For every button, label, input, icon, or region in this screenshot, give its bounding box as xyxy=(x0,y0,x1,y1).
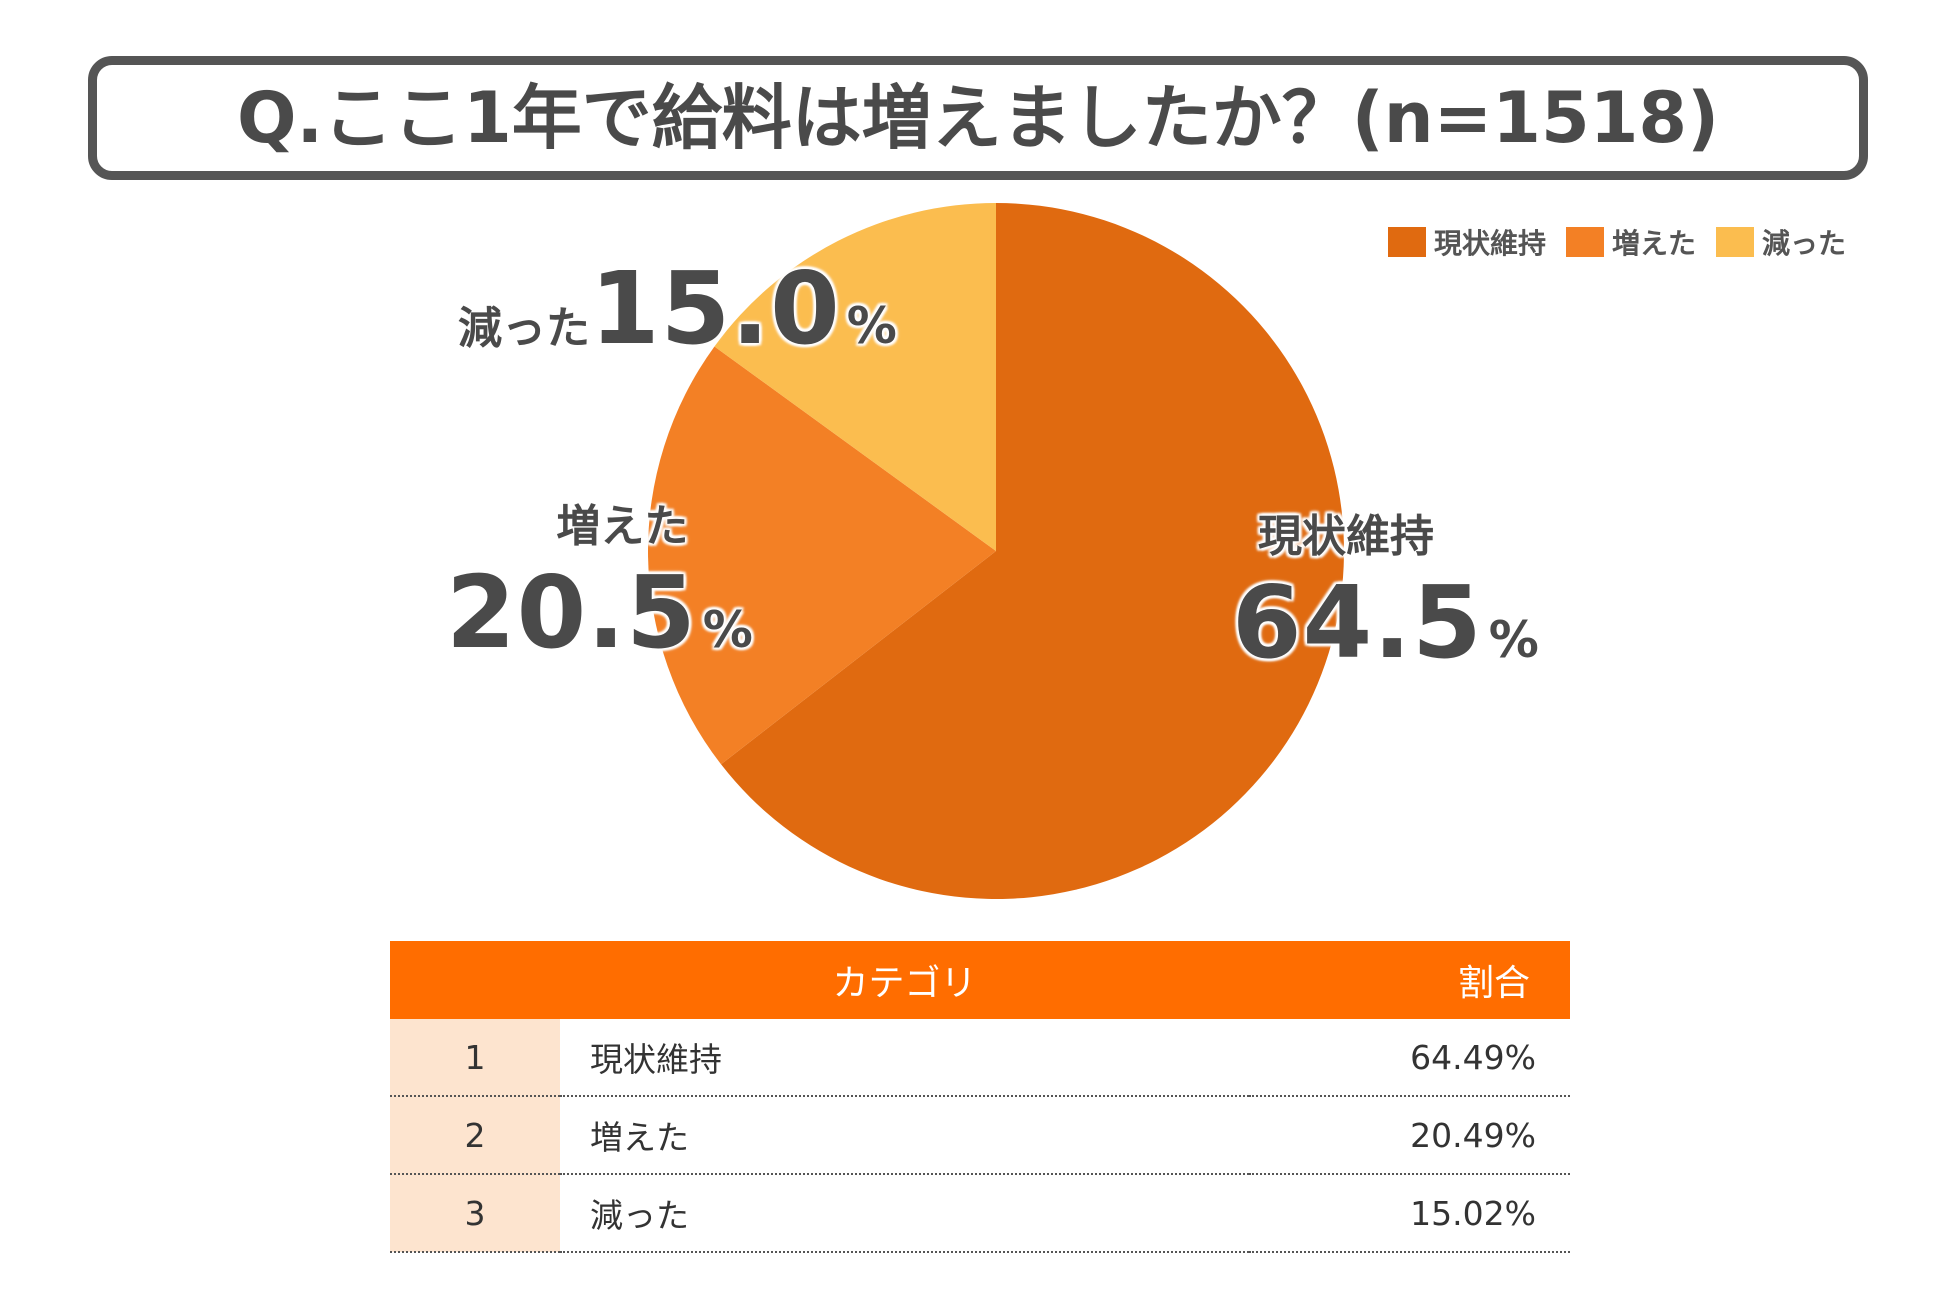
table-row: 1 現状維持 64.49% xyxy=(390,1019,1570,1097)
slice-label-increased: 増えた 20.5% xyxy=(446,490,753,671)
slice-label-decreased-value: 15.0 xyxy=(590,250,841,367)
slice-label-maintained-category: 現状維持 xyxy=(1258,511,1434,562)
legend-item-increased: 増えた xyxy=(1565,222,1696,262)
legend-item-maintained: 現状維持 xyxy=(1387,222,1546,262)
row-ratio: 20.49% xyxy=(1249,1096,1570,1175)
table-row: 2 増えた 20.49% xyxy=(390,1096,1570,1175)
legend: 現状維持 増えた 減った xyxy=(1387,222,1846,262)
legend-swatch-decreased xyxy=(1715,227,1754,257)
legend-label-decreased: 減った xyxy=(1761,227,1846,260)
row-category: 現状維持 xyxy=(560,1019,1249,1097)
row-rank: 1 xyxy=(390,1019,560,1097)
row-ratio: 15.02% xyxy=(1249,1174,1570,1253)
header-ratio: 割合 xyxy=(1249,941,1570,1019)
legend-label-increased: 増えた xyxy=(1611,227,1696,260)
slice-label-maintained: 現状維持 64.5% xyxy=(1232,500,1539,681)
row-category: 減った xyxy=(560,1174,1249,1253)
slice-label-decreased-category: 減った xyxy=(458,303,590,354)
legend-item-decreased: 減った xyxy=(1715,222,1846,262)
legend-swatch-maintained xyxy=(1387,227,1426,257)
results-table: カテゴリ 割合 1 現状維持 64.49% 2 増えた 20.49% 3 減った… xyxy=(390,941,1570,1253)
row-category: 増えた xyxy=(560,1096,1249,1175)
header-rank xyxy=(390,941,560,1019)
slice-label-decreased: 減った15.0% xyxy=(458,250,897,367)
slice-label-maintained-percent: % xyxy=(1488,611,1539,669)
slice-label-maintained-value: 64.5 xyxy=(1232,564,1483,681)
slice-label-increased-percent: % xyxy=(702,601,753,659)
table-header-row: カテゴリ 割合 xyxy=(390,941,1570,1019)
legend-swatch-increased xyxy=(1565,227,1604,257)
pie-slice-maintained xyxy=(721,203,1344,900)
legend-label-maintained: 現状維持 xyxy=(1433,227,1546,260)
row-rank: 3 xyxy=(390,1174,560,1253)
header-category: カテゴリ xyxy=(560,941,1249,1019)
title-box: Q.ここ1年で給料は増えましたか？(n=1518) xyxy=(88,56,1868,180)
row-rank: 2 xyxy=(390,1096,560,1175)
pie-slice-decreased xyxy=(714,203,996,551)
row-ratio: 64.49% xyxy=(1249,1019,1570,1097)
table-row: 3 減った 15.02% xyxy=(390,1174,1570,1253)
chart-title: Q.ここ1年で給料は増えましたか？(n=1518) xyxy=(237,77,1720,159)
slice-label-decreased-percent: % xyxy=(846,297,897,355)
slice-label-increased-value: 20.5 xyxy=(446,554,697,671)
pie-chart xyxy=(648,203,1344,900)
slice-label-increased-category: 増えた xyxy=(556,501,689,552)
pie-slice-increased xyxy=(648,346,996,765)
